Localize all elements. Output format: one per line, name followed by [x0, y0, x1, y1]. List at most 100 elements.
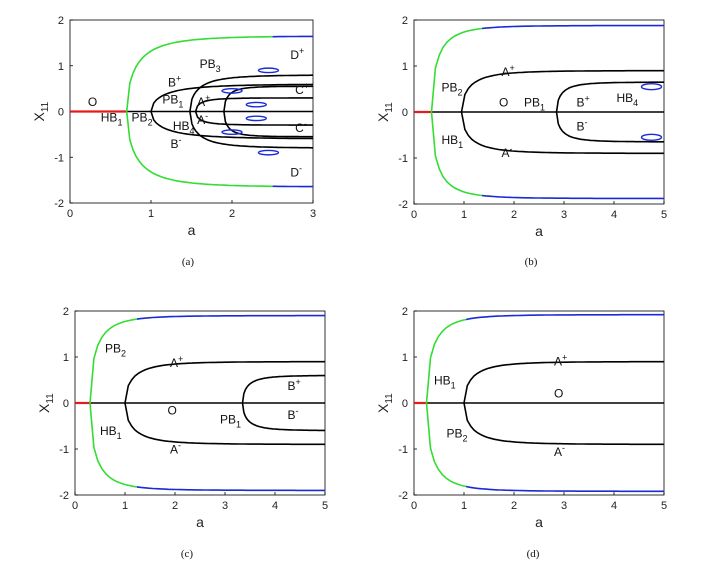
branch-label: C- — [295, 119, 307, 135]
periodic-loop — [257, 149, 280, 156]
chart-panel-2: 0 1 2 3 4 5 -2 -1 0 1 2 a X11 PB2 HB1 A+ A- O PB1 B+ B- HB4 (b… — [375, 15, 667, 268]
branch-label: A- — [502, 144, 513, 160]
x-tick-label: 0 — [67, 208, 73, 220]
panel-caption: (a) — [182, 256, 195, 268]
branch-b-minus — [555, 111, 664, 143]
y-axis-label: X11 — [31, 101, 51, 121]
branch-label: PB3 — [200, 57, 221, 74]
branch-label: O — [554, 386, 563, 400]
chart-panel-3: 0 1 2 3 4 5 -2 -1 0 1 2 a X11 PB2 HB1 A+ A- O PB1 B+ B- (c) — [36, 306, 328, 560]
branch-label: O — [168, 404, 177, 418]
y-tick-label: -2 — [398, 199, 408, 211]
branch-a-minus — [463, 402, 664, 446]
y-tick-label: -1 — [398, 444, 408, 456]
y-tick-label: 1 — [63, 352, 69, 364]
x-tick-label: 3 — [561, 209, 567, 221]
x-tick-label: 2 — [511, 500, 517, 512]
branch-label: HB4 — [173, 119, 195, 136]
branch-label: PB1 — [220, 413, 241, 430]
panel-caption: (b) — [525, 256, 538, 268]
x-axis-label: a — [535, 223, 543, 239]
x-tick-label: 4 — [611, 500, 617, 512]
y-tick-label: 2 — [402, 306, 408, 318]
x-tick-label: 1 — [461, 500, 467, 512]
y-tick-label: -1 — [54, 152, 64, 164]
x-tick-label: 2 — [229, 208, 235, 220]
periodic-lower-green — [125, 111, 273, 188]
x-tick-label: 5 — [661, 209, 667, 221]
periodic-loop — [245, 101, 267, 108]
periodic-upper-blue — [465, 313, 664, 321]
branch-a-plus — [460, 69, 664, 113]
branch-label: A+ — [502, 63, 515, 79]
branch-b-plus — [241, 374, 325, 404]
branch-label: PB1 — [162, 92, 183, 109]
branch-label: A- — [197, 111, 208, 127]
y-tick-label: 0 — [63, 398, 69, 410]
x-tick-label: 1 — [461, 209, 467, 221]
x-tick-label: 3 — [561, 500, 567, 512]
x-tick-label: 1 — [122, 500, 128, 512]
periodic-loop — [640, 82, 663, 91]
periodic-upper-green — [89, 318, 138, 404]
periodic-upper-green — [125, 35, 273, 112]
y-tick-label: 2 — [58, 15, 64, 27]
branch-label: A+ — [554, 352, 567, 368]
branch-b-plus — [555, 81, 664, 113]
branch-a-minus — [460, 111, 664, 155]
branch-label: O — [499, 95, 508, 109]
branch-c-plus — [194, 97, 313, 112]
periodic-upper-blue — [481, 24, 665, 30]
y-tick-label: 2 — [63, 306, 69, 318]
periodic-upper-blue — [136, 314, 325, 320]
x-axis-label: a — [188, 222, 196, 238]
periodic-loop — [221, 129, 243, 135]
y-tick-label: 0 — [58, 107, 64, 119]
periodic-loop — [640, 133, 663, 142]
x-tick-label: 1 — [148, 208, 154, 220]
chart-panel-4: 0 1 2 3 4 5 -2 -1 0 1 2 a X11 HB1 PB2 A+ A- O (d) — [375, 306, 667, 560]
branch-label: HB1 — [434, 374, 456, 391]
x-tick-label: 0 — [72, 500, 78, 512]
y-axis-label: X11 — [375, 102, 395, 122]
branch-label: A- — [554, 443, 565, 459]
periodic-lower-blue — [136, 486, 325, 492]
periodic-upper-green — [425, 318, 467, 404]
x-tick-label: 0 — [411, 500, 417, 512]
periodic-lower-green — [89, 402, 138, 488]
x-tick-label: 2 — [511, 209, 517, 221]
periodic-upper-green — [430, 27, 483, 113]
branch-label: B- — [170, 135, 181, 151]
branch-a-minus — [124, 402, 325, 446]
branch-label: A- — [170, 441, 181, 457]
y-tick-label: -1 — [59, 444, 69, 456]
branch-label: HB1 — [101, 111, 123, 128]
branch-label: PB1 — [524, 95, 545, 112]
branch-label: A+ — [197, 93, 210, 109]
periodic-lower-green — [430, 111, 483, 197]
x-tick-label: 2 — [172, 500, 178, 512]
branch-label: HB1 — [442, 133, 464, 150]
y-tick-label: 1 — [402, 61, 408, 73]
branch-label: HB4 — [617, 91, 639, 108]
branch-label: B- — [577, 117, 588, 133]
y-tick-label: 1 — [402, 352, 408, 364]
periodic-lower-green — [425, 402, 467, 488]
periodic-loop — [221, 88, 243, 94]
branch-label: PB2 — [447, 427, 468, 444]
panel-caption: (c) — [181, 548, 194, 560]
x-tick-label: 5 — [661, 500, 667, 512]
y-axis-label: X11 — [375, 393, 395, 413]
branch-b-plus — [189, 74, 313, 112]
branch-label: HB1 — [100, 424, 122, 441]
branch-a-plus — [150, 83, 314, 112]
x-axis-label: a — [535, 514, 543, 530]
y-tick-label: 2 — [402, 15, 408, 27]
y-tick-label: 0 — [402, 398, 408, 410]
branch-a-plus — [463, 360, 664, 404]
branch-b-minus — [241, 402, 325, 432]
periodic-lower-blue — [481, 194, 665, 200]
panel-caption: (d) — [527, 548, 540, 560]
y-tick-label: 1 — [58, 61, 64, 73]
